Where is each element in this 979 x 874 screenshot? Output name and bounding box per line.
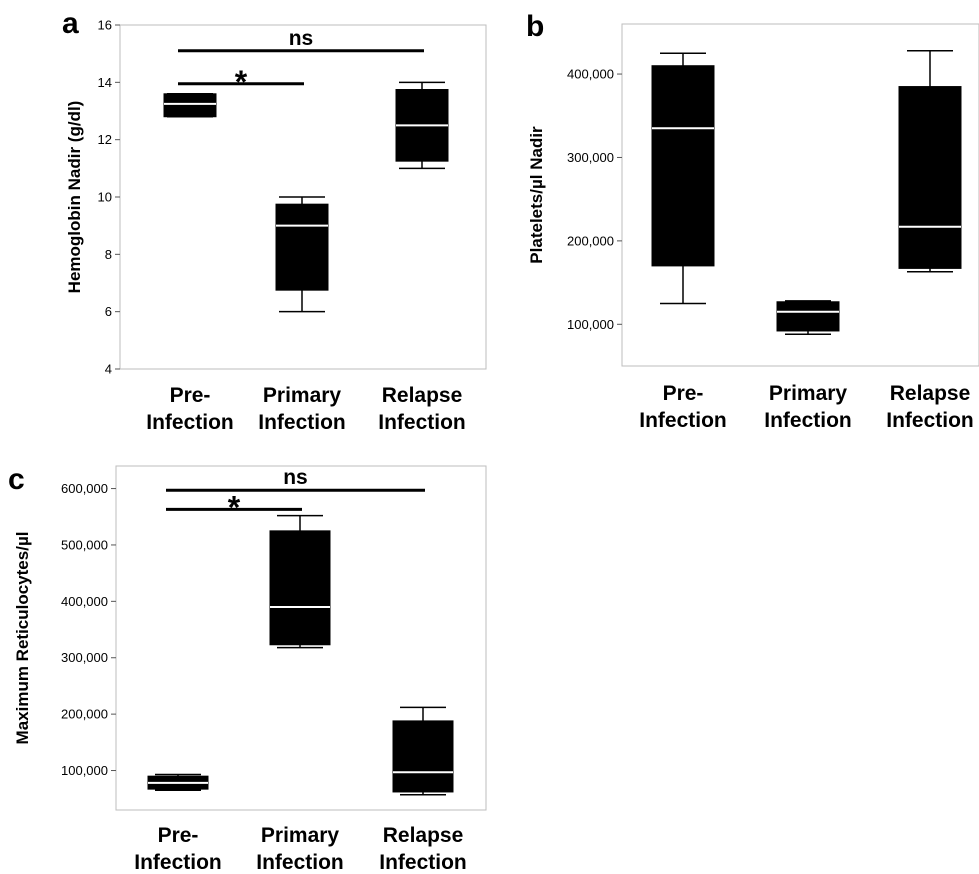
y-tick-label: 200,000 (567, 233, 614, 248)
box-iqr (163, 93, 217, 118)
category-label: Infection (134, 851, 222, 874)
box-3 (392, 706, 454, 796)
panel-a: a 4 6 8 10 12 14 16 Hemoglobin Nadir (g/dl) Pre- I… (62, 7, 487, 434)
box-iqr (269, 530, 331, 646)
plot-frame (621, 23, 979, 367)
significance-label: * (235, 64, 248, 100)
category-label: Relapse (890, 382, 971, 405)
box-2 (275, 196, 329, 313)
y-tick-label: 6 (105, 304, 112, 319)
box-1 (651, 52, 715, 305)
y-axis-label: Hemoglobin Nadir (g/dl) (65, 101, 84, 294)
box-2 (269, 514, 331, 649)
category-label: Pre- (158, 824, 199, 847)
y-tick-label: 16 (98, 18, 112, 33)
box-iqr (776, 301, 840, 332)
box-3 (395, 81, 449, 170)
panel-c: c 100,000 200,000 300,000 400,000 500,000 600,… (8, 463, 487, 874)
y-tick-label: 200,000 (61, 707, 108, 722)
significance-label: ns (289, 27, 314, 50)
category-label: Primary (261, 824, 340, 847)
y-tick-label: 400,000 (567, 67, 614, 82)
y-tick-label: 12 (98, 132, 112, 147)
panel-letter: b (526, 10, 544, 43)
y-tick-label: 8 (105, 247, 112, 262)
significance-label: * (228, 489, 241, 525)
box-iqr (651, 65, 715, 267)
panel-b: b 100,000 200,000 300,000 400,000 Platelets/µ… (526, 10, 979, 432)
box-1 (163, 93, 217, 118)
box-iqr (275, 203, 329, 291)
y-axis-label: Maximum Reticulocytes/µl (13, 532, 32, 745)
y-tick-label: 500,000 (61, 537, 108, 552)
panel-letter: a (62, 7, 79, 40)
category-label: Pre- (663, 382, 704, 405)
y-tick-label: 4 (105, 362, 112, 377)
y-tick-label: 300,000 (567, 150, 614, 165)
category-label: Infection (256, 851, 344, 874)
category-label: Infection (379, 851, 467, 874)
y-tick-label: 10 (98, 190, 112, 205)
y-tick-label: 400,000 (61, 594, 108, 609)
y-tick-label: 100,000 (567, 317, 614, 332)
category-label: Relapse (383, 824, 464, 847)
box-iqr (898, 86, 962, 269)
box-iqr (392, 720, 454, 793)
y-tick-label: 14 (98, 75, 112, 90)
y-tick-label: 100,000 (61, 763, 108, 778)
category-label: Pre- (170, 384, 211, 407)
y-tick-label: 600,000 (61, 481, 108, 496)
plot-frame (115, 465, 487, 811)
category-label: Infection (886, 409, 974, 432)
category-label: Primary (769, 382, 848, 405)
box-1 (147, 773, 209, 792)
category-label: Infection (639, 409, 727, 432)
category-label: Infection (378, 411, 466, 434)
y-tick-label: 300,000 (61, 650, 108, 665)
box-2 (776, 300, 840, 336)
category-label: Infection (764, 409, 852, 432)
significance-label: ns (283, 466, 308, 489)
panel-letter: c (8, 463, 25, 496)
box-3 (898, 49, 962, 273)
category-label: Primary (263, 384, 342, 407)
category-label: Infection (258, 411, 346, 434)
y-axis-label: Platelets/µl Nadir (527, 126, 546, 264)
category-label: Relapse (382, 384, 463, 407)
category-label: Infection (146, 411, 234, 434)
